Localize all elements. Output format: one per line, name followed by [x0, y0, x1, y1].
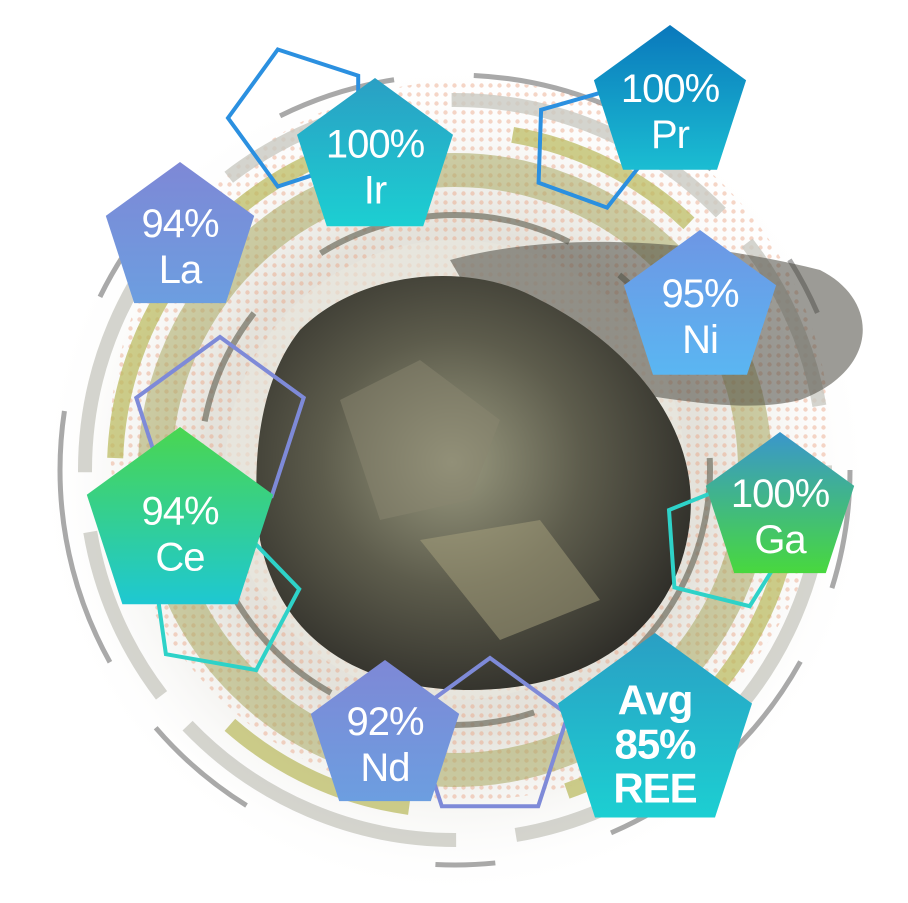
node-label: 95%	[661, 272, 738, 316]
pentagon	[623, 230, 777, 375]
pentagon	[705, 432, 855, 574]
node-label: Ni	[682, 318, 718, 362]
node-label: 100%	[621, 67, 720, 111]
node-label: 100%	[731, 472, 830, 516]
pentagon	[86, 427, 274, 605]
node: 100%Ga	[705, 432, 855, 574]
pentagon	[558, 633, 752, 818]
node-label: 94%	[141, 489, 218, 533]
node-label: Pr	[651, 113, 690, 157]
node: 100%Ir	[297, 78, 453, 227]
node-label: Nd	[360, 746, 409, 790]
node-label: 100%	[326, 122, 425, 166]
node: 94%Ce	[86, 427, 274, 605]
node-label: Avg	[618, 676, 693, 723]
node-label: Ga	[754, 518, 807, 562]
node-label: REE	[613, 764, 696, 811]
node: 92%Nd	[310, 660, 460, 802]
node-label: 94%	[141, 202, 218, 246]
node-label: 92%	[346, 700, 423, 744]
pentagon	[297, 78, 453, 227]
node: 94%La	[105, 162, 255, 304]
node-label: Ce	[155, 535, 204, 579]
node: 100%Pr	[593, 25, 747, 170]
pentagon	[310, 660, 460, 802]
node: 95%Ni	[623, 230, 777, 375]
pentagon	[105, 162, 255, 304]
nodes: 100%Ir100%Pr94%La95%Ni100%Ga94%Ce92%NdAv…	[86, 25, 855, 818]
node-label: Ir	[364, 168, 387, 212]
node-label: 85%	[614, 720, 696, 767]
node-label: La	[159, 248, 203, 292]
pentagon	[593, 25, 747, 170]
